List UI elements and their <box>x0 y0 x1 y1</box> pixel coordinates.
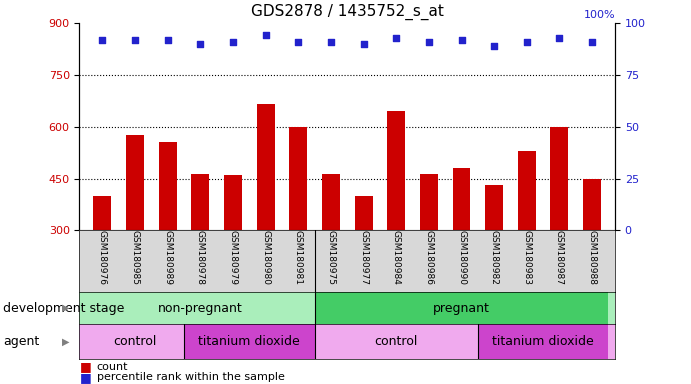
Text: GSM180976: GSM180976 <box>98 230 107 285</box>
Text: GSM180987: GSM180987 <box>555 230 564 285</box>
Bar <box>314 324 478 359</box>
Point <box>325 39 337 45</box>
Bar <box>86 292 314 324</box>
Bar <box>485 185 503 230</box>
Bar <box>224 175 242 230</box>
Point <box>587 39 598 45</box>
Point <box>195 41 206 47</box>
Point <box>456 36 467 43</box>
Bar <box>354 196 372 230</box>
Bar <box>314 292 609 324</box>
Text: GSM180990: GSM180990 <box>457 230 466 285</box>
Point <box>358 41 369 47</box>
Text: ▶: ▶ <box>61 303 69 313</box>
Bar <box>551 127 569 230</box>
Bar <box>256 104 274 230</box>
Point <box>554 35 565 41</box>
Point <box>260 32 271 38</box>
Point <box>489 43 500 49</box>
Text: non-pregnant: non-pregnant <box>158 302 243 314</box>
Point <box>390 35 401 41</box>
Point <box>227 39 238 45</box>
Point <box>129 36 140 43</box>
Bar <box>86 324 184 359</box>
Text: GSM180979: GSM180979 <box>229 230 238 285</box>
Text: GSM180980: GSM180980 <box>261 230 270 285</box>
Text: control: control <box>113 335 157 348</box>
Text: GSM180975: GSM180975 <box>326 230 335 285</box>
Bar <box>159 142 177 230</box>
Point <box>424 39 435 45</box>
Text: development stage: development stage <box>3 302 125 314</box>
Bar <box>184 324 314 359</box>
Bar <box>93 196 111 230</box>
Text: GSM180989: GSM180989 <box>163 230 172 285</box>
Text: pregnant: pregnant <box>433 302 490 314</box>
Text: percentile rank within the sample: percentile rank within the sample <box>97 372 285 382</box>
Text: ■: ■ <box>79 371 91 384</box>
Bar <box>518 151 536 230</box>
Text: ▶: ▶ <box>61 337 69 347</box>
Title: GDS2878 / 1435752_s_at: GDS2878 / 1435752_s_at <box>251 4 444 20</box>
Bar <box>387 111 405 230</box>
Text: titanium dioxide: titanium dioxide <box>198 335 300 348</box>
Text: titanium dioxide: titanium dioxide <box>492 335 594 348</box>
Bar <box>191 174 209 230</box>
Point <box>162 36 173 43</box>
Point <box>97 36 108 43</box>
Text: GSM180984: GSM180984 <box>392 230 401 285</box>
Text: GSM180978: GSM180978 <box>196 230 205 285</box>
Text: GSM180982: GSM180982 <box>490 230 499 285</box>
Text: GSM180981: GSM180981 <box>294 230 303 285</box>
Text: ■: ■ <box>79 360 91 373</box>
Bar <box>322 174 340 230</box>
Bar <box>420 174 438 230</box>
Text: GSM180986: GSM180986 <box>424 230 433 285</box>
Text: GSM180985: GSM180985 <box>131 230 140 285</box>
Text: agent: agent <box>3 335 39 348</box>
Text: control: control <box>375 335 418 348</box>
Point <box>521 39 532 45</box>
Bar <box>290 127 307 230</box>
Text: GSM180977: GSM180977 <box>359 230 368 285</box>
Bar <box>583 179 601 230</box>
Text: 100%: 100% <box>583 10 615 20</box>
Bar <box>126 136 144 230</box>
Bar <box>453 168 471 230</box>
Point <box>293 39 304 45</box>
Bar <box>478 324 609 359</box>
Text: GSM180983: GSM180983 <box>522 230 531 285</box>
Text: GSM180988: GSM180988 <box>587 230 596 285</box>
Text: count: count <box>97 362 129 372</box>
